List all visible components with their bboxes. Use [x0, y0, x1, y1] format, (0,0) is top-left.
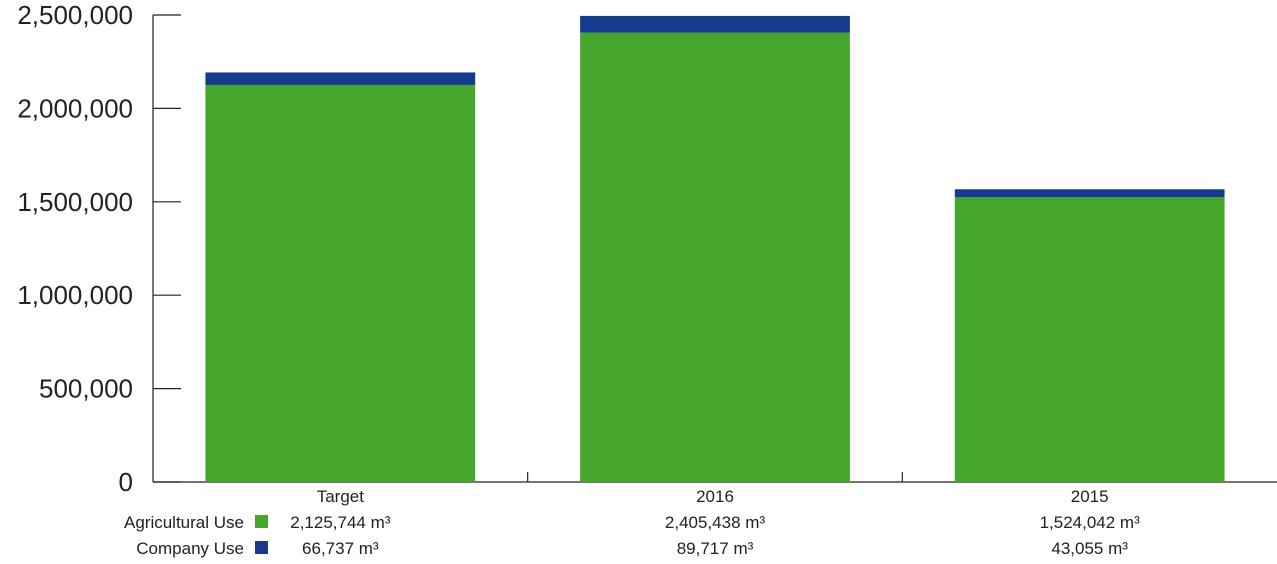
- bar-target-agricultural-use: [205, 84, 476, 483]
- data-value-label: 2,125,744 m³: [290, 513, 391, 532]
- legend-swatch: [255, 541, 268, 554]
- bars: [205, 15, 1225, 483]
- value-table: Agricultural Use 2,125,744 m³ 2,405,438 m³…: [124, 513, 1140, 558]
- bar-target-company-use: [205, 72, 476, 85]
- legend-label: Agricultural Use: [124, 513, 244, 532]
- bar-2015-company-use: [954, 189, 1225, 198]
- x-category-label: 2015: [1071, 487, 1109, 506]
- bar-2015-agricultural-use: [954, 197, 1225, 482]
- y-tick-label: 2,500,000: [17, 0, 133, 30]
- legend-label: Company Use: [136, 539, 244, 558]
- data-value-label: 43,055 m³: [1051, 539, 1128, 558]
- y-tick-label: 1,500,000: [17, 187, 133, 217]
- x-category-label: Target: [317, 487, 365, 506]
- data-value-label: 66,737 m³: [302, 539, 379, 558]
- bar-2016-agricultural-use: [580, 32, 850, 482]
- bar-2016-company-use: [580, 15, 850, 33]
- x-category-label: 2016: [696, 487, 734, 506]
- data-value-label: 89,717 m³: [677, 539, 754, 558]
- y-axis: 0 500,000 1,000,000 1,500,000 2,000,000 2,500…: [17, 0, 181, 497]
- y-tick-label: 2,000,000: [17, 93, 133, 123]
- y-tick-label: 0: [119, 467, 133, 497]
- data-value-label: 1,524,042 m³: [1040, 513, 1141, 532]
- data-value-label: 2,405,438 m³: [665, 513, 766, 532]
- y-tick-label: 1,000,000: [17, 280, 133, 310]
- y-tick-label: 500,000: [39, 374, 133, 404]
- legend-swatch: [255, 515, 268, 528]
